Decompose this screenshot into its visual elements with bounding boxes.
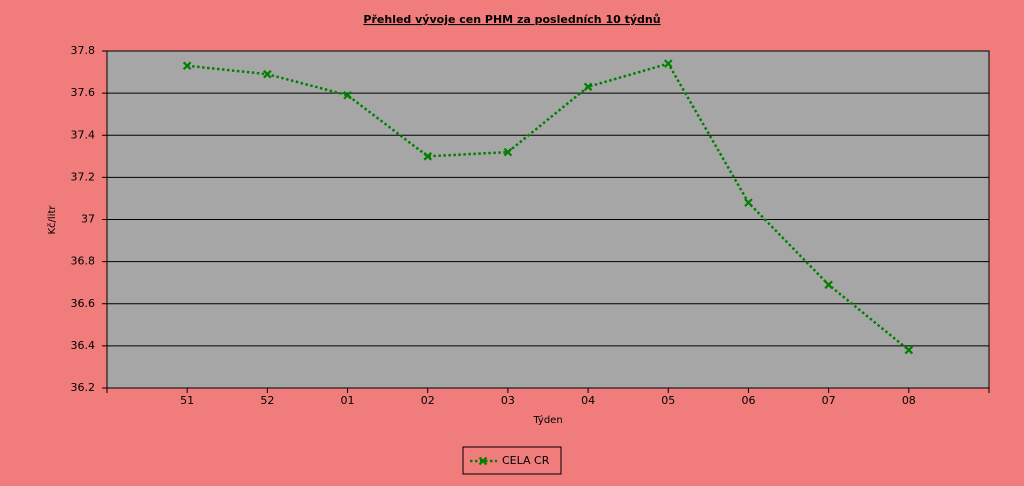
y-tick-label: 37.4 (71, 128, 96, 141)
y-tick-label: 36.6 (71, 297, 96, 310)
data-point (503, 147, 513, 157)
data-point (263, 69, 272, 79)
y-tick-label: 37.6 (71, 86, 96, 99)
y-tick-label: 36.2 (71, 381, 96, 394)
data-point (343, 90, 352, 100)
data-point (824, 280, 833, 290)
y-tick-label: 37 (81, 213, 95, 226)
x-tick-label: 01 (341, 394, 355, 407)
legend-box (462, 446, 562, 475)
data-point (423, 152, 433, 161)
data-point (583, 82, 593, 92)
y-tick-label: 36.8 (71, 255, 96, 268)
data-point (744, 198, 753, 207)
x-tick-label: 02 (421, 394, 435, 407)
legend-marker (478, 456, 488, 466)
x-axis-label: Týden (532, 414, 562, 426)
y-tick-label: 37.8 (71, 44, 96, 57)
data-point (663, 59, 673, 68)
chart-title: Přehled vývoje cen PHM za posledních 10 … (363, 13, 660, 26)
x-tick-label: 07 (822, 394, 836, 407)
y-axis-label: Kč/litr (46, 205, 58, 235)
y-tick-label: 36.4 (71, 339, 96, 352)
x-tick-label: 08 (902, 394, 916, 407)
x-tick-label: 04 (581, 394, 595, 407)
x-tick-label: 52 (260, 394, 274, 407)
data-point (182, 61, 192, 71)
legend-label: CELA CR (502, 454, 550, 467)
data-point (904, 345, 914, 355)
x-tick-label: 06 (741, 394, 755, 407)
x-tick-label: 51 (180, 394, 194, 407)
x-tick-label: 03 (501, 394, 515, 407)
x-tick-label: 05 (661, 394, 675, 407)
line-series (187, 62, 910, 352)
y-tick-label: 37.2 (71, 170, 96, 183)
